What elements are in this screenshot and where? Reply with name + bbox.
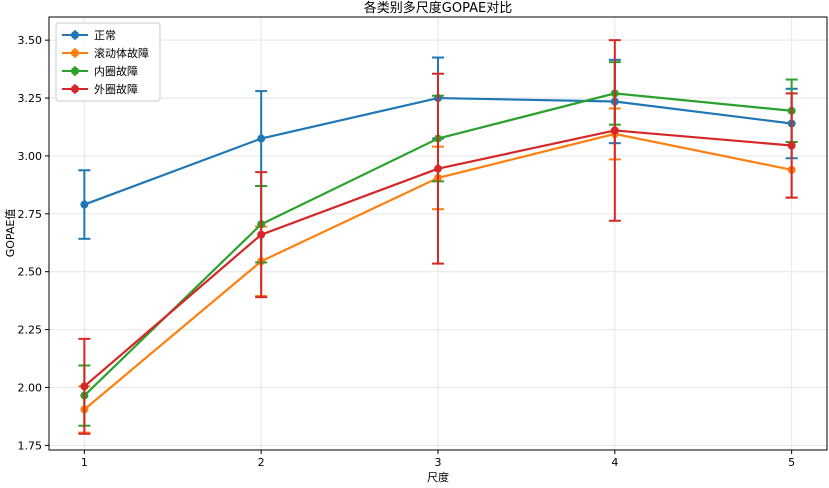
x-tick-label: 3 [435, 456, 442, 469]
data-point [80, 200, 89, 209]
legend-swatch-marker [71, 31, 79, 39]
legend-label: 外圈故障 [94, 82, 138, 96]
chart-title: 各类别多尺度GOPAE对比 [364, 0, 512, 16]
legend-label: 滚动体故障 [94, 46, 149, 60]
x-tick-label: 4 [611, 456, 618, 469]
legend-swatch-marker [71, 85, 79, 93]
legend-swatch-marker [71, 49, 79, 57]
x-axis-label: 尺度 [427, 470, 449, 484]
data-point [787, 141, 796, 150]
x-tick-label: 2 [258, 456, 265, 469]
data-point [434, 164, 442, 173]
x-tick-label: 5 [788, 456, 795, 469]
y-tick-label: 2.00 [18, 381, 43, 394]
legend-swatch-marker [71, 67, 79, 75]
y-tick-label: 1.75 [18, 439, 43, 452]
y-tick-label: 3.25 [18, 92, 43, 105]
x-tick-label: 1 [81, 456, 88, 469]
y-tick-label: 2.75 [18, 208, 43, 221]
y-tick-label: 3.50 [18, 34, 43, 47]
data-point [257, 230, 266, 239]
axis-layer: 1 2 3 4 5 1.75 2.00 2.25 2.50 2.75 3.00 3.25 3.50 [18, 34, 796, 469]
y-tick-label: 2.25 [18, 324, 43, 337]
legend-label: 正常 [94, 29, 116, 42]
y-tick-label: 3.00 [18, 150, 43, 163]
y-tick-label: 2.50 [18, 266, 43, 279]
data-point [610, 126, 619, 135]
series-layer [78, 39, 798, 435]
data-point [80, 382, 89, 391]
legend-box [55, 22, 161, 102]
data-point [257, 134, 266, 143]
series-4 [78, 39, 798, 435]
y-axis-label: GOPAE值 [4, 209, 17, 258]
legend-label: 内圈故障 [94, 64, 138, 78]
